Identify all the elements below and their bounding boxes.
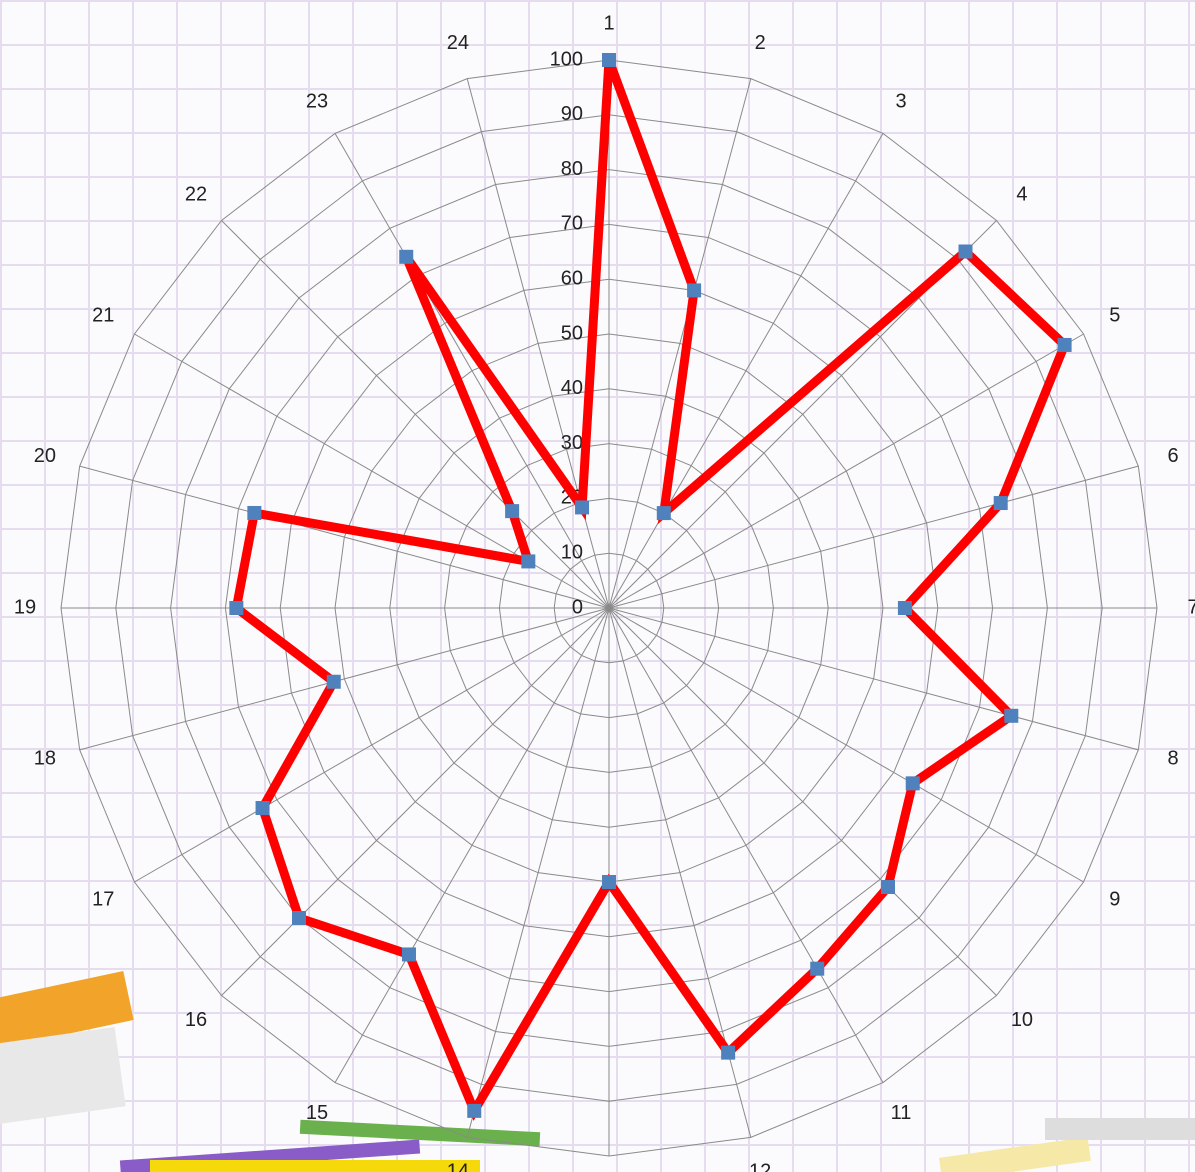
category-label: 24	[447, 32, 469, 54]
spoke	[79, 607, 610, 751]
spoke	[134, 333, 610, 609]
data-marker	[247, 505, 262, 520]
category-label: 10	[1011, 1009, 1033, 1031]
data-marker	[505, 504, 520, 519]
spoke	[608, 607, 997, 996]
tick-label: 60	[561, 267, 583, 289]
data-marker	[905, 776, 920, 791]
category-label: 18	[34, 747, 56, 769]
category-label: 12	[749, 1160, 771, 1172]
category-label: 19	[14, 596, 36, 618]
tick-label: 90	[561, 103, 583, 125]
data-marker	[467, 1103, 482, 1118]
tick-label: 100	[550, 48, 583, 70]
decoration	[0, 970, 1195, 1172]
category-label: 16	[185, 1009, 207, 1031]
category-label: 9	[1109, 888, 1120, 910]
spoke	[221, 220, 610, 609]
category-label: 21	[92, 304, 114, 326]
series-line	[231, 58, 1070, 1121]
data-marker	[229, 601, 244, 615]
spoke	[608, 78, 752, 609]
spoke	[334, 607, 610, 1083]
tick-label: 80	[561, 158, 583, 180]
data-marker	[575, 500, 590, 515]
tick-label: 10	[561, 541, 583, 563]
category-label: 2	[755, 32, 766, 54]
category-label: 15	[306, 1102, 328, 1124]
data-marker	[1004, 708, 1019, 723]
data-marker	[1057, 337, 1072, 352]
spoke	[221, 607, 610, 996]
category-label: 8	[1168, 747, 1179, 769]
spoke	[608, 133, 884, 609]
category-label: 22	[185, 183, 207, 205]
data-marker	[292, 910, 307, 925]
spoke	[608, 333, 1084, 609]
data-marker	[602, 53, 616, 67]
data-marker	[399, 249, 414, 264]
spoke	[79, 465, 610, 609]
data-marker	[897, 601, 912, 615]
tick-label: 50	[561, 322, 583, 344]
spoke	[466, 607, 610, 1138]
data-marker	[880, 879, 895, 894]
tick-label: 0	[572, 596, 583, 618]
data-marker	[656, 506, 671, 521]
spoke	[334, 133, 610, 609]
category-label: 3	[895, 91, 906, 113]
tick-label: 30	[561, 432, 583, 454]
category-label: 23	[306, 91, 328, 113]
spoke	[608, 607, 1139, 751]
spoke	[608, 465, 1139, 609]
data-marker	[521, 554, 536, 569]
category-label: 11	[891, 1102, 912, 1124]
data-marker	[687, 283, 702, 298]
tick-label: 70	[561, 213, 583, 235]
spoke	[608, 607, 884, 1083]
data-marker	[721, 1045, 736, 1060]
data-marker	[993, 496, 1008, 511]
data-marker	[255, 801, 270, 816]
spoke	[134, 607, 610, 883]
spoke	[608, 607, 1084, 883]
category-label: 20	[34, 445, 56, 467]
tick-label: 40	[561, 377, 583, 399]
data-marker	[958, 244, 973, 259]
category-label: 6	[1168, 445, 1179, 467]
category-label: 5	[1109, 304, 1120, 326]
data-marker	[326, 674, 341, 689]
category-label: 14	[447, 1160, 469, 1172]
category-label: 17	[92, 888, 114, 910]
data-marker	[602, 875, 616, 889]
category-label: 1	[603, 12, 614, 34]
data-marker	[810, 961, 825, 976]
category-label: 7	[1187, 596, 1195, 618]
category-label: 4	[1016, 183, 1027, 205]
data-marker	[401, 947, 416, 962]
